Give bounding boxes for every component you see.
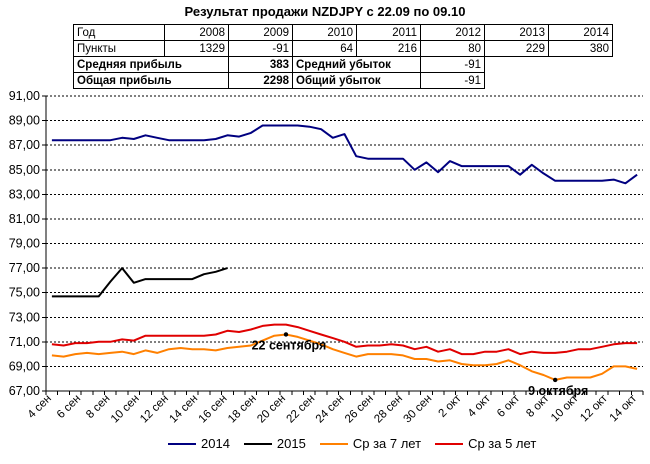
avg-loss-value: -91 [420, 56, 485, 73]
points-label: Пункты [73, 40, 165, 57]
legend-item: Ср за 7 лет [319, 436, 422, 451]
table-row-years: Год 2008 2009 2010 2011 2012 2013 2014 [73, 24, 613, 41]
x-tick-label: 14 окт [608, 392, 640, 424]
x-tick-label: 12 сен [138, 393, 171, 426]
y-tick-label: 71,00 [9, 335, 40, 349]
total-loss-value: -91 [420, 72, 485, 89]
series-lines [51, 124, 638, 381]
y-tick-label: 91,00 [9, 89, 40, 103]
y-tick-label: 85,00 [9, 163, 40, 177]
y-tick-label: 89,00 [9, 114, 40, 128]
y-tick-label: 75,00 [9, 286, 40, 300]
x-tick-label: 28 сен [372, 393, 405, 426]
table-row-points: Пункты 1329 -91 64 216 80 229 380 [73, 40, 613, 57]
total-loss-label: Общий убыток [292, 72, 421, 89]
x-tick-label: 20 сен [255, 393, 288, 426]
y-tick-label: 83,00 [9, 187, 40, 201]
legend-swatch-2014 [168, 442, 196, 445]
legend-item: Ср за 5 лет [435, 436, 536, 451]
legend-swatch-2015 [243, 442, 272, 445]
x-tick-label: 6 окт [495, 392, 523, 420]
annotation-marker [553, 377, 558, 383]
points-cell: 229 [484, 40, 549, 57]
x-tick-label: 2 окт [437, 392, 465, 420]
year-cell: 2014 [548, 24, 613, 41]
x-tick-label: 14 сен [167, 393, 200, 426]
year-cell: 2008 [164, 24, 229, 41]
x-tick-label: 24 сен [314, 393, 347, 426]
y-tick-label: 87,00 [9, 138, 40, 152]
series-line-0 [51, 124, 638, 185]
legend-swatch-avg7 [319, 442, 348, 445]
series-line-1 [51, 267, 228, 298]
x-tick-label: 10 сен [109, 393, 142, 426]
x-tick-label: 18 сен [226, 393, 259, 426]
annotations: 22 сентября 9 октября [252, 332, 588, 398]
results-table: Год 2008 2009 2010 2011 2012 2013 2014 П… [73, 24, 613, 89]
x-tick-label: 6 сен [55, 393, 83, 421]
x-tick-label: 30 сен [402, 393, 435, 426]
table-row-average: Средняя прибыль 383 Средний убыток -91 [73, 56, 613, 73]
legend-label: 2015 [276, 436, 306, 451]
y-tick-label: 81,00 [9, 212, 40, 226]
y-axis-ticks: 67,00 69,00 71,00 73,00 75,00 77,00 79,00 81,00… [9, 89, 46, 398]
points-cell: 380 [548, 40, 613, 57]
series-line-3 [51, 323, 638, 356]
legend: 2014 2015 Ср за 7 лет Ср за 5 лет [168, 436, 550, 451]
legend-item: 2014 [168, 436, 230, 451]
x-tick-label: 26 сен [343, 393, 376, 426]
legend-label: Ср за 5 лет [468, 436, 537, 451]
y-tick-label: 73,00 [9, 310, 40, 324]
x-tick-label: 22 сен [284, 393, 317, 426]
legend-label: Ср за 7 лет [352, 436, 422, 451]
table-row-total: Общая прибыль 2298 Общий убыток -91 [73, 72, 613, 89]
y-tick-label: 67,00 [9, 384, 40, 398]
legend-label: 2014 [201, 436, 230, 451]
series-line-2 [51, 333, 638, 381]
annotation-label: 9 октября [528, 384, 588, 398]
year-cell: 2012 [420, 24, 485, 41]
gridlines [46, 95, 643, 392]
chart-title: Результат продажи NZDJPY с 22.09 по 09.1… [184, 4, 466, 19]
x-tick-label: 16 сен [197, 393, 230, 426]
annotation-label: 22 сентября [252, 338, 327, 352]
y-tick-label: 77,00 [9, 261, 40, 275]
legend-swatch-avg5 [435, 442, 464, 445]
legend-item: 2015 [243, 436, 306, 451]
x-tick-label: 4 окт [466, 392, 494, 420]
total-profit-label: Общая прибыль [73, 72, 229, 89]
y-tick-label: 79,00 [9, 237, 40, 251]
annotation-marker [283, 332, 289, 337]
total-profit-value: 2298 [228, 72, 293, 89]
y-tick-label: 69,00 [9, 359, 40, 373]
